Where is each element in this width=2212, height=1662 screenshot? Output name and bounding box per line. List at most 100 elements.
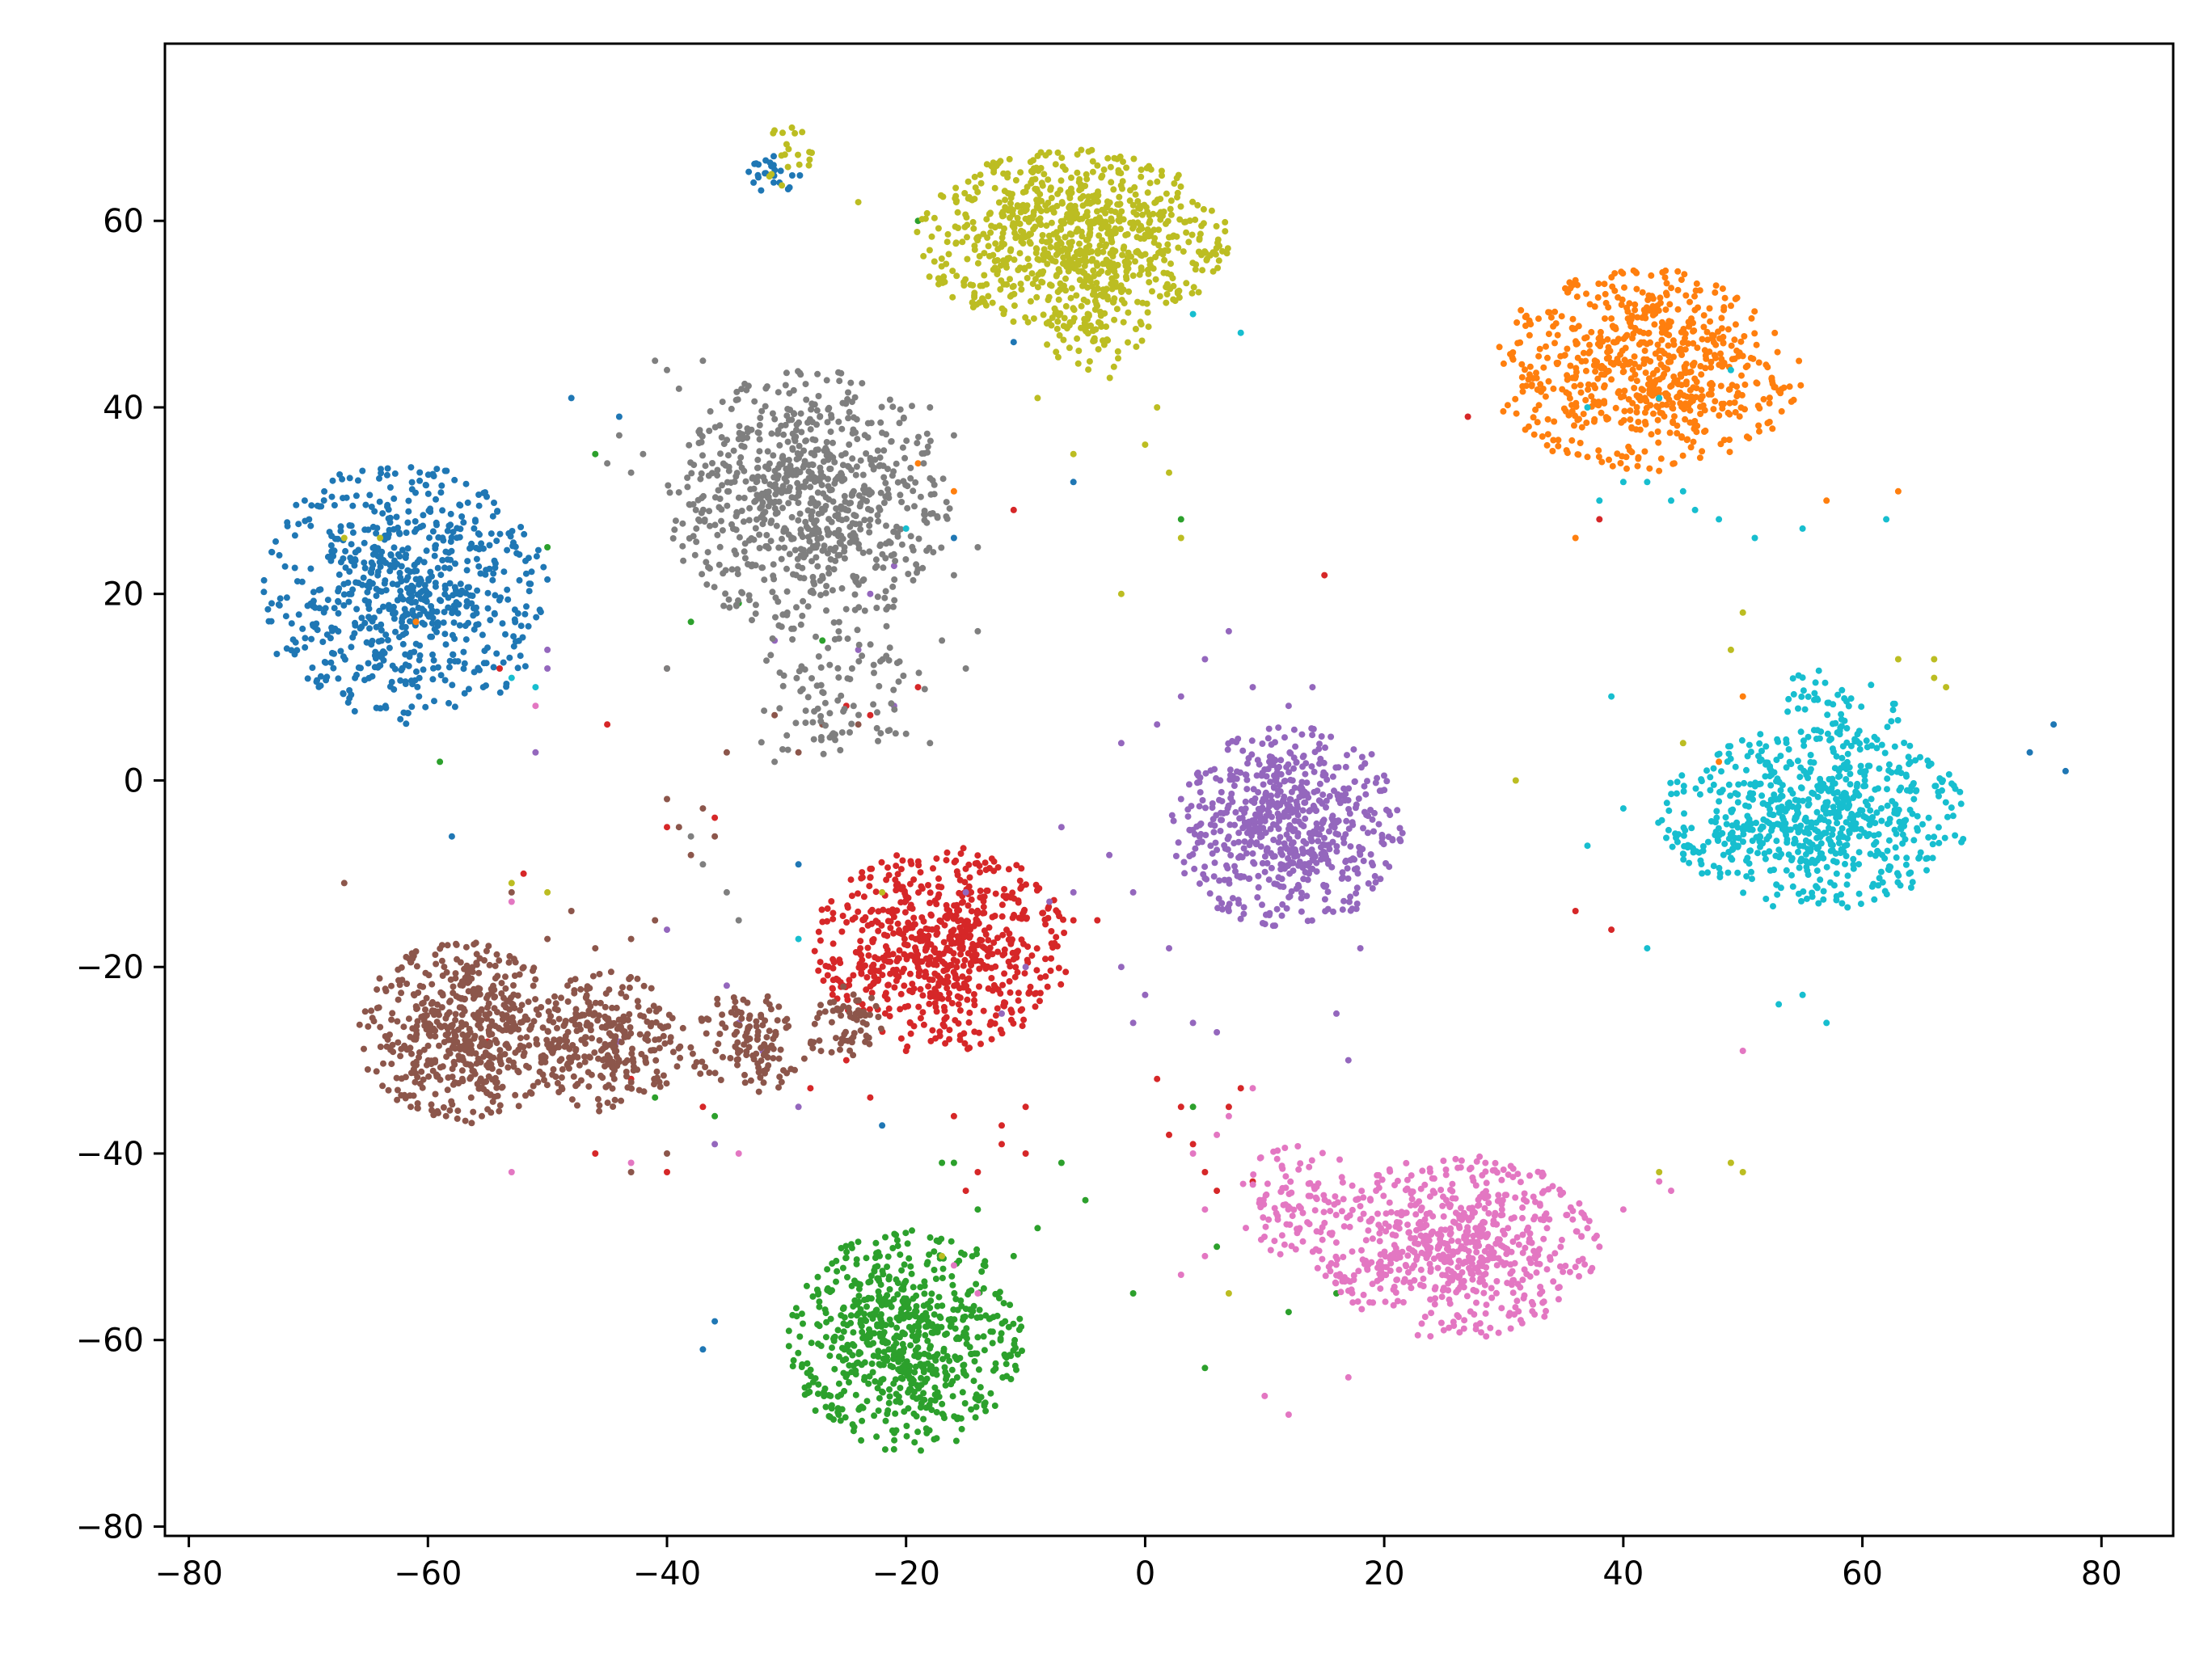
scatter-point — [652, 917, 659, 924]
scatter-point — [1294, 812, 1302, 819]
scatter-point — [1590, 382, 1598, 389]
scatter-point — [935, 1293, 943, 1301]
scatter-point — [1010, 1020, 1017, 1027]
scatter-point — [351, 707, 358, 715]
scatter-point — [1055, 964, 1062, 972]
scatter-point — [1380, 841, 1387, 848]
scatter-point — [1754, 380, 1761, 387]
scatter-point — [1559, 386, 1566, 393]
scatter-point — [821, 1385, 829, 1392]
scatter-point — [572, 1006, 580, 1013]
scatter-point — [1602, 315, 1608, 323]
scatter-point — [990, 939, 998, 947]
scatter-point — [837, 1046, 843, 1053]
scatter-point — [1302, 770, 1309, 778]
scatter-point — [1526, 363, 1534, 370]
scatter-point — [538, 1059, 545, 1066]
scatter-point — [1421, 1314, 1429, 1320]
scatter-point — [488, 530, 495, 538]
scatter-point — [353, 671, 360, 678]
scatter-point — [1351, 856, 1358, 863]
scatter-point — [652, 1057, 660, 1064]
scatter-point — [1191, 865, 1198, 872]
scatter-point — [416, 1054, 422, 1061]
scatter-point — [1057, 981, 1065, 988]
scatter-point — [891, 1429, 898, 1436]
scatter-point — [660, 1072, 667, 1079]
scatter-point — [293, 578, 301, 585]
scatter-point — [1690, 319, 1696, 327]
scatter-point — [1719, 363, 1726, 370]
scatter-point — [1244, 760, 1251, 767]
scatter-point — [365, 598, 373, 605]
scatter-point — [971, 957, 978, 964]
scatter-point — [363, 639, 370, 646]
scatter-point — [936, 1028, 943, 1036]
scatter-point — [556, 1036, 564, 1043]
scatter-point — [615, 413, 623, 420]
scatter-point — [1377, 1285, 1384, 1293]
scatter-point — [933, 925, 940, 931]
scatter-point — [484, 1052, 492, 1059]
scatter-point — [947, 947, 954, 955]
scatter-point — [958, 927, 965, 934]
scatter-point — [1736, 349, 1743, 356]
scatter-point — [604, 1099, 611, 1107]
scatter-point — [1293, 798, 1300, 805]
scatter-point — [354, 477, 361, 484]
scatter-point — [1265, 725, 1273, 732]
scatter-point — [571, 989, 578, 997]
scatter-point — [493, 650, 500, 657]
scatter-point — [589, 972, 597, 980]
scatter-point — [1325, 860, 1332, 867]
scatter-point — [1142, 991, 1149, 998]
scatter-point — [857, 1027, 864, 1034]
scatter-point — [1252, 841, 1260, 848]
scatter-point — [1039, 909, 1046, 917]
scatter-point — [810, 1039, 817, 1046]
scatter-point — [414, 1100, 421, 1107]
scatter-point — [1364, 778, 1370, 785]
scatter-point — [893, 907, 901, 914]
scatter-point — [1239, 747, 1247, 754]
series-3 — [484, 413, 1615, 1195]
scatter-point — [970, 1377, 977, 1385]
scatter-point — [976, 1306, 983, 1314]
scatter-point — [582, 1040, 589, 1047]
scatter-point — [1322, 908, 1329, 915]
scatter-point — [428, 620, 436, 627]
scatter-point — [660, 1032, 667, 1040]
scatter-point — [1025, 990, 1032, 997]
scatter-point — [954, 1415, 960, 1423]
scatter-point — [905, 919, 912, 926]
scatter-point — [437, 672, 445, 679]
scatter-point — [1117, 740, 1125, 747]
scatter-point — [483, 660, 490, 667]
scatter-point — [636, 1031, 644, 1038]
scatter-point — [1650, 410, 1657, 417]
scatter-point — [1129, 1290, 1137, 1297]
scatter-point — [1633, 403, 1640, 411]
scatter-point — [1259, 740, 1266, 747]
scatter-point — [847, 1312, 855, 1319]
scatter-point — [1583, 420, 1590, 426]
scatter-point — [521, 1013, 529, 1020]
scatter-point — [408, 1050, 415, 1057]
scatter-point — [567, 977, 574, 985]
scatter-point — [412, 618, 420, 626]
scatter-point — [1363, 812, 1370, 819]
scatter-point — [1209, 850, 1216, 857]
scatter-point — [1716, 412, 1723, 419]
scatter-point — [859, 1417, 866, 1424]
scatter-point — [665, 1023, 672, 1030]
scatter-point — [960, 845, 967, 852]
scatter-point — [1632, 371, 1639, 378]
scatter-point — [876, 1277, 883, 1284]
scatter-point — [830, 959, 838, 966]
scatter-point — [1386, 1199, 1393, 1206]
scatter-point — [398, 667, 405, 674]
scatter-point — [1636, 426, 1644, 433]
scatter-point — [1603, 355, 1610, 362]
scatter-point — [1287, 796, 1294, 804]
scatter-point — [961, 1400, 969, 1407]
